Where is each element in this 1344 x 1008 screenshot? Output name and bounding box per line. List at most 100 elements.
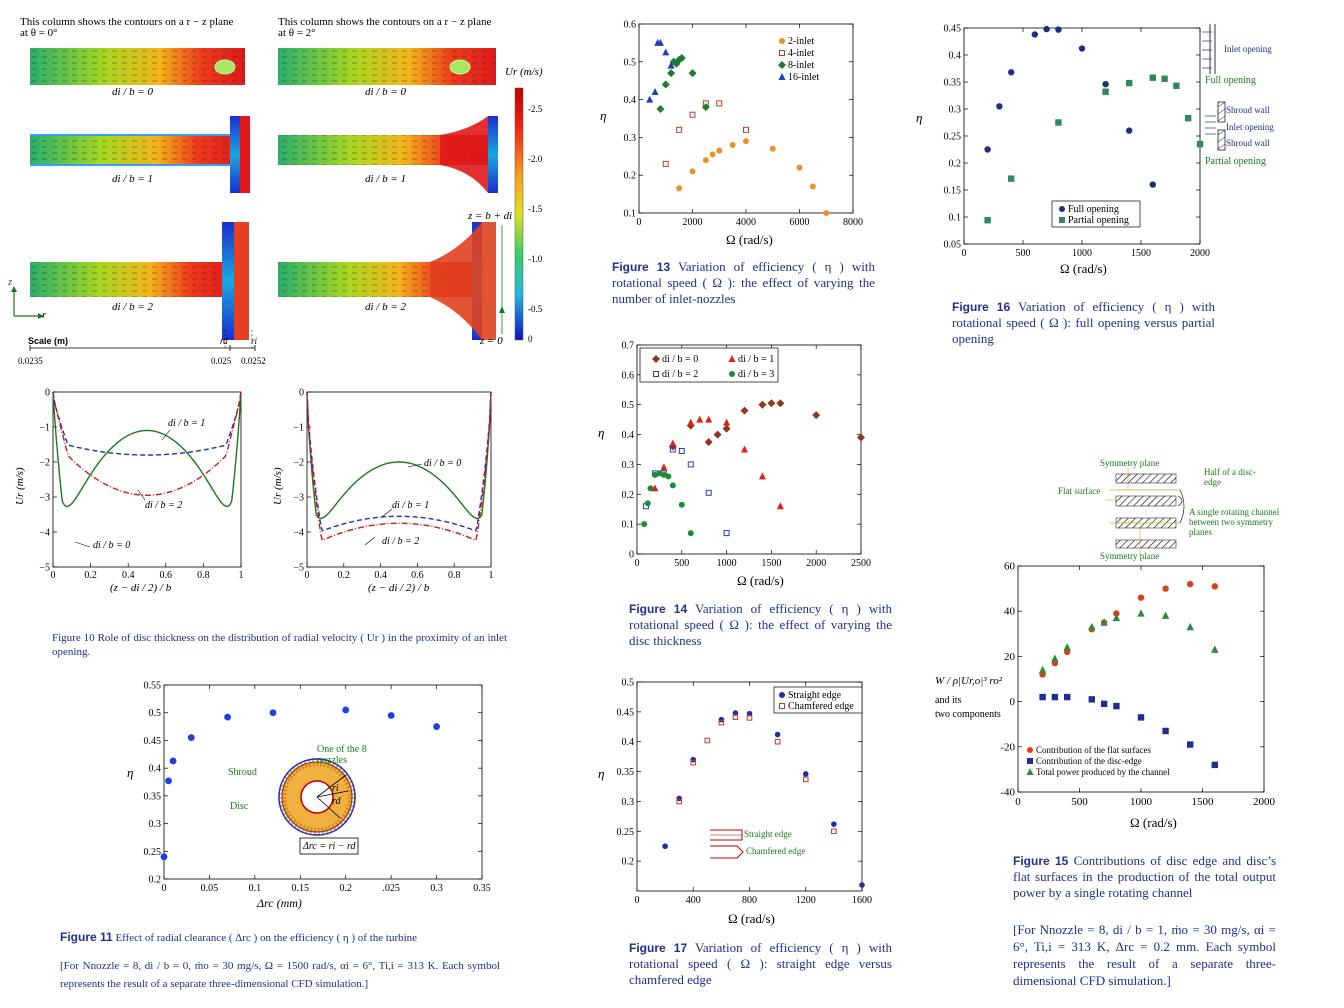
x-tick-label: 1 [239, 570, 244, 581]
data-point-0 [1126, 127, 1133, 134]
x-tick-label: 6000 [790, 217, 810, 228]
colorbar-tick: -1.0 [528, 254, 543, 264]
data-point-1 [718, 719, 725, 726]
fig17-caption: Figure 17 Variation of efficiency ( η ) … [629, 940, 892, 988]
colorbar-tick: -1.5 [528, 204, 543, 214]
y-tick-label: 0.1 [624, 209, 637, 220]
legend-marker [652, 355, 660, 363]
y-tick-label: −5 [39, 563, 50, 574]
fig16-xlabel: Ω (rad/s) [1060, 261, 1107, 276]
data-point-0 [690, 756, 697, 763]
y-tick-label: 0.4 [622, 737, 635, 748]
fig11-ylabel: η [127, 765, 134, 780]
data-point-3 [644, 500, 651, 507]
x-tick-label: 2000 [1190, 248, 1210, 259]
y-tick-label: −3 [293, 493, 304, 504]
fig11-chart: 0 0.05 0.1 0.15 0.2 .025 0.3 0.35 0.2 0.25 0.3 0.35… [144, 681, 491, 895]
y-tick-label: 20 [1004, 651, 1016, 663]
y-tick-label: 0.45 [617, 707, 635, 718]
fig10-right-xlabel: (z − di / 2) / b [368, 582, 430, 594]
legend-marker [778, 61, 786, 69]
y-tick-label: 0.6 [622, 370, 635, 381]
rd-label: rd [220, 336, 228, 346]
data-point-2 [667, 69, 676, 78]
data-point-2 [661, 80, 670, 89]
fig16-caption-text: Variation of efficiency ( η ) with rotat… [952, 299, 1216, 346]
fig10-right-label-di1: di / b = 1 [392, 500, 430, 511]
y-tick-label: 0.1 [949, 213, 962, 224]
x-tick-label: 0.2 [339, 883, 352, 894]
data-point-1 [1064, 693, 1071, 701]
x-tick-label: 1000 [1072, 248, 1092, 259]
x-tick-label: 0.2 [84, 570, 97, 581]
fig10-col2-header: This column shows the contours on a r − … [278, 16, 492, 39]
x-tick-label: 1000 [717, 558, 737, 569]
legend-label: Contribution of the flat surfaces [1036, 745, 1151, 755]
y-tick-label: 0.2 [949, 159, 962, 170]
data-point-0 [387, 712, 395, 719]
data-point-0 [809, 183, 816, 190]
data-point-1 [723, 418, 731, 426]
data-point-2 [687, 461, 694, 468]
fig15-caption: Figure 15 Contributions of disc edge and… [1013, 853, 1276, 901]
data-point-0 [718, 716, 725, 723]
data-point-0 [802, 771, 809, 777]
y-tick-label: -40 [1000, 787, 1015, 799]
fig10-right-curve-di0 [306, 391, 492, 520]
ri-label: ri [251, 336, 258, 346]
data-point-0 [160, 853, 168, 861]
x-tick-label: 0.4 [374, 570, 387, 581]
fig16-inset-full-opening: Full opening [1205, 75, 1256, 86]
data-point-1 [1185, 114, 1192, 122]
colorbar-tick: -2.0 [528, 154, 543, 164]
x-tick-label: .025 [382, 883, 400, 894]
fig10-left-ylabel: Ur (m/s) [14, 467, 26, 505]
data-point-0 [1162, 585, 1169, 592]
y-tick-label: −1 [293, 423, 304, 434]
data-point-0 [676, 185, 683, 192]
y-tick-label: 0.6 [624, 20, 637, 31]
data-point-2 [1186, 622, 1194, 631]
data-point-2 [1088, 622, 1096, 631]
z-top-label: z = b + di [468, 210, 513, 222]
y-tick-label: 0.3 [624, 133, 637, 144]
data-point-1 [1102, 88, 1109, 95]
legend-marker [779, 50, 785, 56]
data-point-0 [1008, 69, 1015, 76]
data-point-1 [1039, 693, 1046, 701]
legend-marker [1026, 768, 1034, 775]
fig11-caption: Figure 11 Effect of radial clearance ( Δ… [60, 930, 500, 945]
x-tick-label: 0.4 [122, 570, 135, 581]
data-point-0 [769, 145, 776, 152]
fig16-inset-partial-opening: Partial opening [1205, 156, 1266, 167]
data-point-2 [688, 69, 697, 78]
data-point-0 [823, 210, 830, 216]
x-tick-label: 500 [674, 558, 689, 569]
data-point-0 [689, 168, 696, 175]
x-tick-label: 0.2 [338, 570, 351, 581]
data-point-0 [1031, 31, 1038, 38]
legend-marker [779, 692, 785, 698]
fig13-xlabel: Ω (rad/s) [726, 232, 773, 247]
y-tick-label: 0 [629, 550, 634, 561]
fig13-caption: Figure 13 Variation of efficiency ( η ) … [612, 259, 875, 307]
legend-marker [1059, 217, 1065, 223]
y-tick-label: 0.4 [622, 430, 635, 441]
x-tick-label: 1 [489, 570, 494, 581]
data-point-2 [1051, 654, 1059, 662]
y-tick-label: 0.5 [622, 678, 635, 689]
data-point-1 [676, 798, 682, 805]
y-tick-label: 0.25 [144, 847, 162, 858]
axis-z-label: z [8, 276, 13, 288]
x-tick-label: 0 [962, 248, 967, 259]
fig16-inset-inlet-opening: Inlet opening [1224, 44, 1272, 54]
data-point-0 [796, 164, 803, 171]
y-tick-label: 0.45 [944, 24, 962, 35]
panel-label-r3c1: di / b = 2 [112, 301, 154, 313]
data-point-1 [1173, 82, 1180, 89]
data-point-0 [269, 709, 277, 717]
fig11-inset-nozzle: One of the 8 nozzles [317, 744, 367, 766]
legend-label: Chamfered edge [788, 701, 854, 712]
y-tick-label: 0.25 [944, 132, 962, 143]
fig15-inset [1105, 468, 1185, 555]
